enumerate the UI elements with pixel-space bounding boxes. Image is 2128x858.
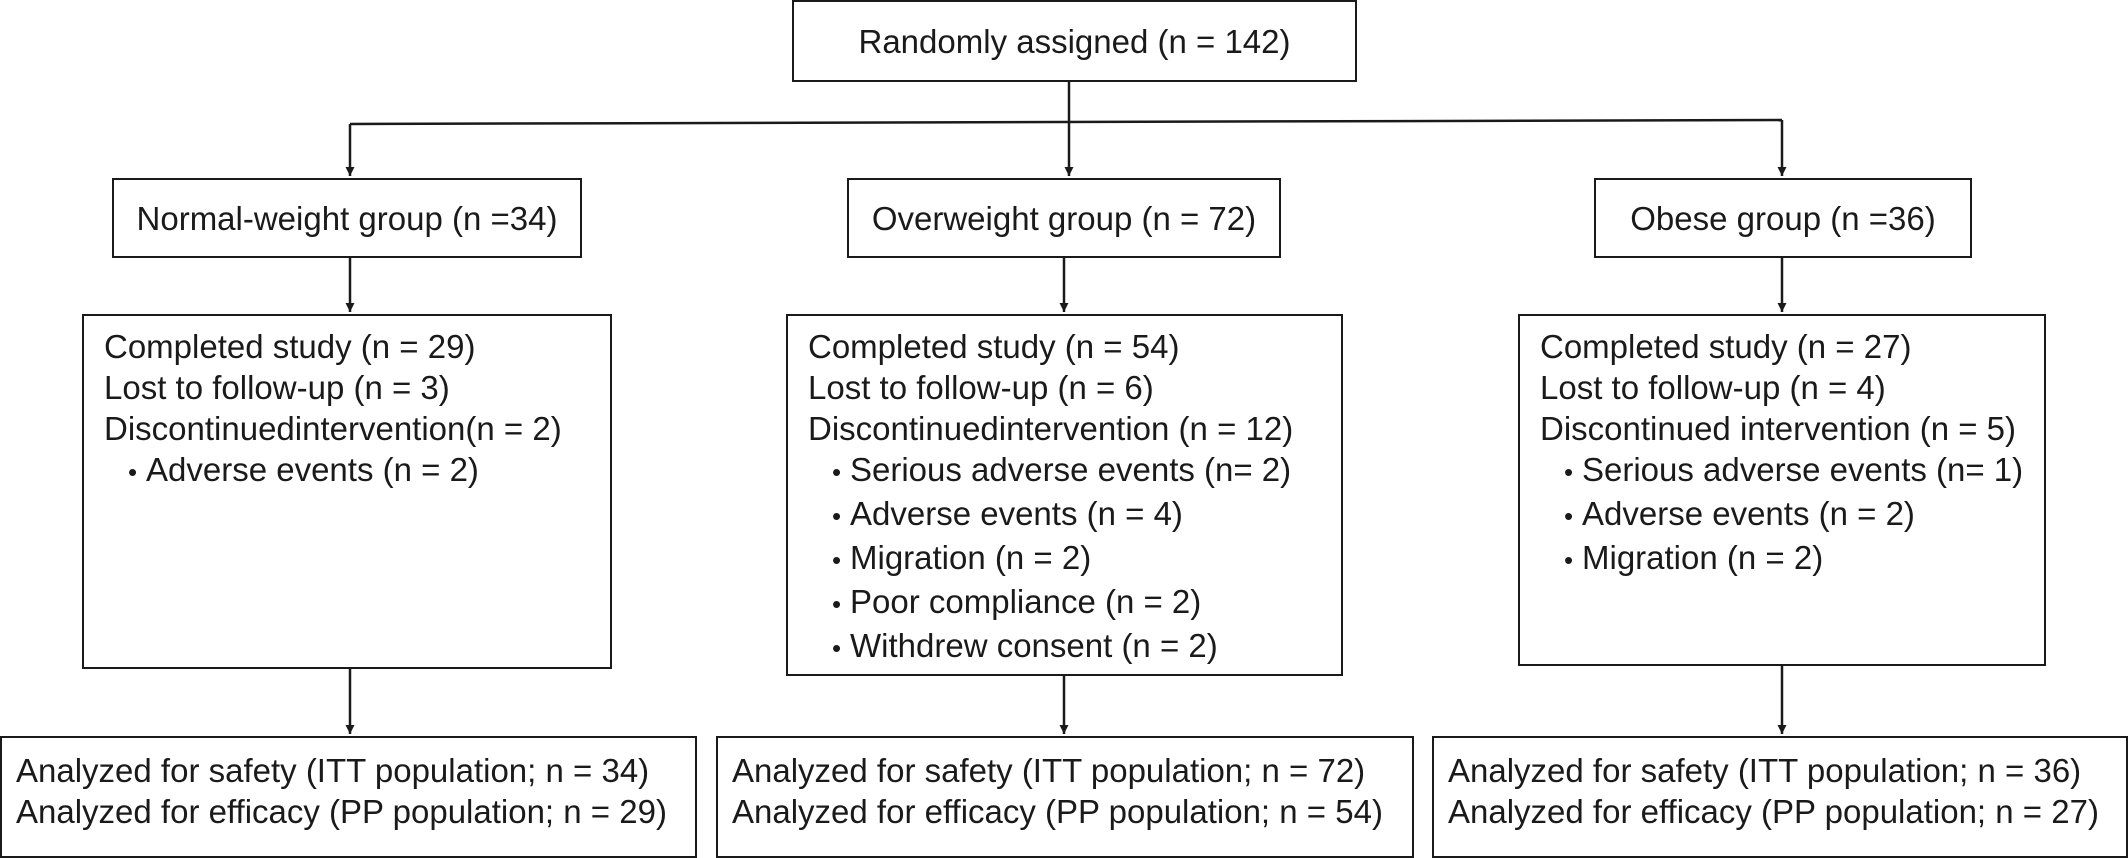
reason-item: Migration (n = 2) xyxy=(808,537,1341,581)
reason-item: Poor compliance (n = 2) xyxy=(808,581,1341,625)
completed-text: Completed study (n = 54) xyxy=(808,328,1180,365)
reason-item: Migration (n = 2) xyxy=(1540,537,2044,581)
group-label: Obese group (n =36) xyxy=(1630,199,1936,237)
reason-item: Serious adverse events (n= 1) xyxy=(1540,449,2044,493)
safety-text: Analyzed for safety (ITT population; n =… xyxy=(1448,752,2082,789)
completed-text: Completed study (n = 27) xyxy=(1540,328,1912,365)
safety-text: Analyzed for safety (ITT population; n =… xyxy=(16,752,650,789)
discontinued-text: Discontinued intervention (n = 5) xyxy=(1540,410,2017,447)
lost-text: Lost to follow-up (n = 6) xyxy=(808,369,1154,406)
reason-item: Adverse events (n = 4) xyxy=(808,493,1341,537)
lost-text: Lost to follow-up (n = 3) xyxy=(104,369,450,406)
randomized-label: Randomly assigned (n = 142) xyxy=(858,22,1291,60)
randomized-box: Randomly assigned (n = 142) xyxy=(792,0,1357,82)
normal-weight-status-box: Completed study (n = 29) Lost to follow-… xyxy=(82,314,612,669)
reason-item: Adverse events (n = 2) xyxy=(1540,493,2044,537)
completed-text: Completed study (n = 29) xyxy=(104,328,476,365)
lost-text: Lost to follow-up (n = 4) xyxy=(1540,369,1886,406)
normal-weight-group-box: Normal-weight group (n =34) xyxy=(112,178,582,258)
group-label: Normal-weight group (n =34) xyxy=(136,199,558,237)
overweight-group-box: Overweight group (n = 72) xyxy=(847,178,1281,258)
efficacy-text: Analyzed for efficacy (PP population; n … xyxy=(16,793,667,830)
efficacy-text: Analyzed for efficacy (PP population; n … xyxy=(732,793,1383,830)
overweight-analysis-box: Analyzed for safety (ITT population; n =… xyxy=(716,736,1414,858)
group-label: Overweight group (n = 72) xyxy=(871,199,1257,237)
efficacy-text: Analyzed for efficacy (PP population; n … xyxy=(1448,793,2099,830)
reason-item: Serious adverse events (n= 2) xyxy=(808,449,1341,493)
obese-status-box: Completed study (n = 27) Lost to follow-… xyxy=(1518,314,2046,666)
discontinued-text: Discontinuedintervention(n = 2) xyxy=(104,410,562,447)
safety-text: Analyzed for safety (ITT population; n =… xyxy=(732,752,1366,789)
overweight-status-box: Completed study (n = 54) Lost to follow-… xyxy=(786,314,1343,676)
normal-weight-analysis-box: Analyzed for safety (ITT population; n =… xyxy=(0,736,697,858)
obese-group-box: Obese group (n =36) xyxy=(1594,178,1972,258)
reason-item: Withdrew consent (n = 2) xyxy=(808,625,1341,669)
obese-analysis-box: Analyzed for safety (ITT population; n =… xyxy=(1432,736,2128,858)
reason-item: Adverse events (n = 2) xyxy=(104,449,610,493)
discontinued-text: Discontinuedintervention (n = 12) xyxy=(808,410,1294,447)
